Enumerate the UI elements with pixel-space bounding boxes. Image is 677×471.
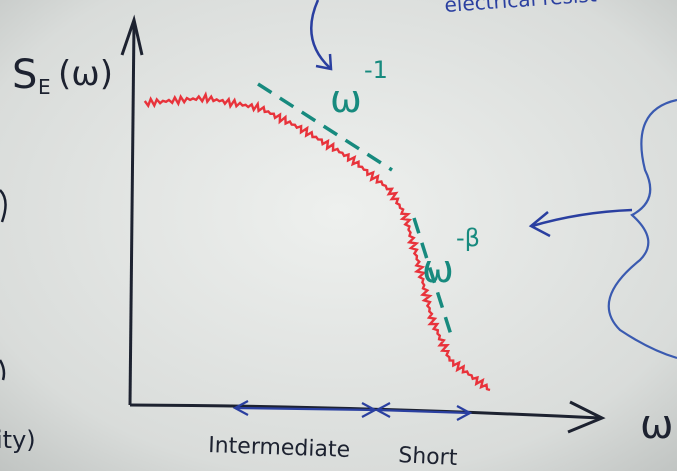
y-label-base: S [12, 52, 37, 98]
left-edge-text: ity) [0, 426, 36, 454]
y-label-arg: (ω) [58, 54, 113, 94]
annotation-exponent: -1 [364, 56, 388, 84]
x-axis-label: ω [640, 402, 674, 448]
whiteboard-photo: electrical resist ity) S E (ω) ω ω -1 ω … [0, 0, 677, 471]
range-label: Short [398, 443, 459, 471]
annotation-base: ω [330, 77, 362, 121]
y-label-subscript: E [38, 75, 51, 99]
range-label: Intermediate [208, 433, 351, 463]
y-axis-label: S E (ω) [12, 52, 113, 99]
annotation-base: ω [422, 247, 454, 291]
annotation-exponent: -β [456, 224, 480, 252]
